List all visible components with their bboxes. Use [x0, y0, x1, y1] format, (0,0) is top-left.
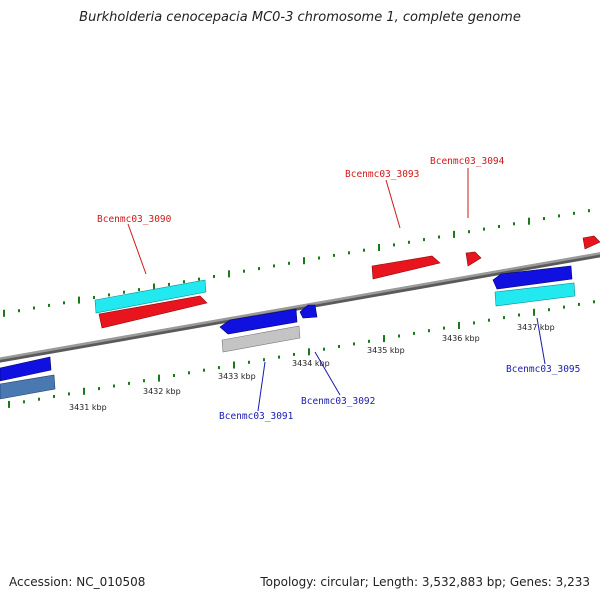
rna-feature-near-bcenmc03-3090[interactable] [94, 279, 207, 314]
gene-label-bcenmc03-3094[interactable]: Bcenmc03_3094 [430, 156, 505, 167]
gene-forward-edge-arrow[interactable] [582, 235, 600, 250]
gene-bcenmc03-3094-arrow[interactable] [465, 251, 482, 267]
gene-bcenmc03-3093-arrow[interactable] [371, 255, 441, 280]
accession-label: Accession: NC_010508 [9, 575, 146, 589]
scale-label-3431: 3431 kbp [69, 403, 107, 412]
backbone-group [0, 252, 600, 363]
rna-feature-near-bcenmc03-3095[interactable] [494, 282, 576, 307]
leader-line-bcenmc03-3091 [257, 361, 266, 412]
gene-bcenmc03-3090-arrow[interactable] [98, 295, 208, 329]
feature-track [0, 235, 600, 400]
gene-bcenmc03-3091-arrow[interactable] [219, 308, 298, 335]
lower-tick-track [8, 300, 595, 408]
pseudogene-feature[interactable] [221, 325, 301, 353]
genome-stats-label: Topology: circular; Length: 3,532,883 bp… [260, 575, 590, 589]
scale-label-3434: 3434 kbp [292, 359, 330, 368]
gene-label-bcenmc03-3093[interactable]: Bcenmc03_3093 [345, 169, 419, 180]
gene-label-bcenmc03-3091[interactable]: Bcenmc03_3091 [219, 411, 294, 422]
leader-line-bcenmc03-3092 [314, 351, 341, 396]
edge-feature-steelblue[interactable] [0, 374, 56, 400]
gene-labels: Bcenmc03_3090 Bcenmc03_3093 Bcenmc03_309… [97, 156, 580, 422]
scale-label-3433: 3433 kbp [218, 372, 256, 381]
genome-title: Burkholderia cenocepacia MC0-3 chromosom… [79, 10, 521, 25]
gene-bcenmc03-3092-arrow[interactable] [299, 304, 318, 319]
chromosome-backbone [0, 252, 600, 360]
gene-bcenmc03-3095-arrow[interactable] [492, 265, 573, 290]
gene-label-bcenmc03-3090[interactable]: Bcenmc03_3090 [97, 214, 172, 225]
gene-reverse-edge-arrow[interactable] [0, 356, 52, 382]
scale-label-3432: 3432 kbp [143, 387, 181, 396]
label-leader-lines [127, 168, 546, 412]
chromosome-backbone-shadow [0, 252, 600, 363]
leader-line-bcenmc03-3093 [385, 179, 401, 229]
scale-labels: 3431 kbp 3432 kbp 3433 kbp 3434 kbp 3435… [69, 323, 555, 412]
scale-label-3437: 3437 kbp [517, 323, 555, 332]
scale-label-3436: 3436 kbp [442, 334, 480, 343]
gene-label-bcenmc03-3092[interactable]: Bcenmc03_3092 [301, 396, 375, 407]
leader-line-bcenmc03-3095 [536, 317, 546, 365]
gene-label-bcenmc03-3095[interactable]: Bcenmc03_3095 [506, 364, 580, 375]
scale-label-3435: 3435 kbp [367, 346, 405, 355]
leader-line-bcenmc03-3090 [127, 223, 147, 275]
